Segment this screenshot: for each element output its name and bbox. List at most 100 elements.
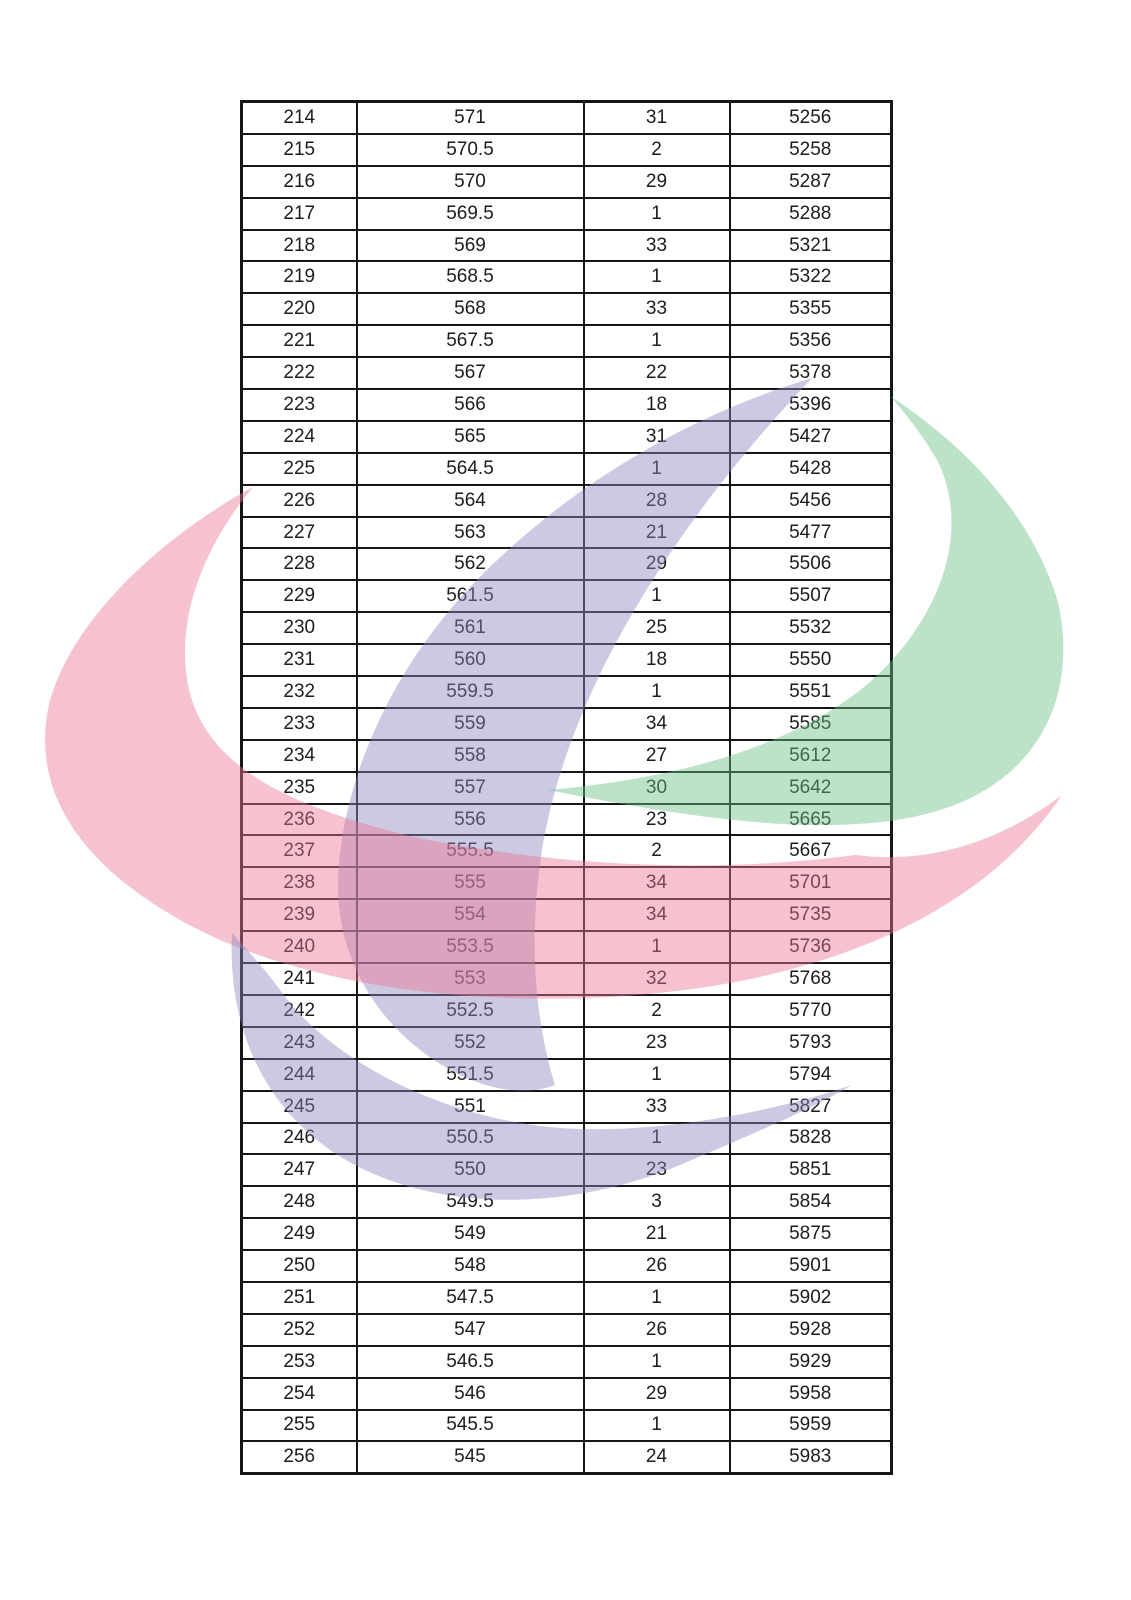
cell-count: 1: [582, 579, 731, 614]
cell-serial: 246: [240, 1121, 358, 1156]
cell-count: 18: [582, 643, 731, 678]
cell-serial: 219: [240, 260, 358, 295]
cell-score: 568.5: [355, 260, 585, 295]
cell-count: 29: [582, 164, 731, 199]
cell-count: 30: [582, 770, 731, 805]
cell-serial: 253: [240, 1344, 358, 1379]
cell-count: 32: [582, 962, 731, 996]
cell-score: 553: [355, 962, 585, 996]
table-row: 218 569 33 5321: [240, 228, 893, 263]
cell-count: 2: [582, 132, 731, 167]
cell-score: 552.5: [355, 993, 585, 1028]
table-row: 228 562 29 5506: [240, 547, 893, 582]
cell-cumulative: 5355: [728, 292, 893, 327]
cell-count: 2: [582, 993, 731, 1028]
cell-count: 31: [582, 100, 731, 135]
cell-serial: 241: [240, 962, 358, 996]
cell-cumulative: 5642: [728, 770, 893, 805]
table-row: 233 559 34 5585: [240, 706, 893, 741]
cell-cumulative: 5477: [728, 515, 893, 550]
cell-serial: 215: [240, 132, 358, 167]
cell-score: 550.5: [355, 1121, 585, 1156]
cell-count: 23: [582, 802, 731, 837]
table-row: 240 553.5 1 5736: [240, 930, 893, 965]
table-row: 239 554 34 5735: [240, 898, 893, 933]
cell-serial: 254: [240, 1376, 358, 1411]
cell-cumulative: 5287: [728, 164, 893, 199]
table-row: 247 550 23 5851: [240, 1153, 893, 1188]
cell-count: 33: [582, 292, 731, 327]
cell-serial: 256: [240, 1440, 358, 1475]
cell-count: 31: [582, 419, 731, 454]
table-row: 236 556 23 5665: [240, 802, 893, 837]
cell-cumulative: 5827: [728, 1089, 893, 1124]
table-row: 254 546 29 5958: [240, 1376, 893, 1411]
cell-count: 29: [582, 547, 731, 582]
cell-count: 26: [582, 1312, 731, 1347]
table-row: 227 563 21 5477: [240, 515, 893, 550]
cell-score: 566: [355, 388, 585, 422]
cell-count: 21: [582, 515, 731, 550]
cell-score: 552: [355, 1025, 585, 1060]
cell-score: 546.5: [355, 1344, 585, 1379]
cell-serial: 220: [240, 292, 358, 327]
table-row: 225 564.5 1 5428: [240, 451, 893, 486]
table-row: 252 547 26 5928: [240, 1312, 893, 1347]
cell-score: 546: [355, 1376, 585, 1411]
cell-serial: 237: [240, 834, 358, 869]
cell-serial: 222: [240, 356, 358, 391]
table-row: 241 553 32 5768: [240, 962, 893, 996]
cell-score: 568: [355, 292, 585, 327]
cell-score: 550: [355, 1153, 585, 1188]
cell-score: 560: [355, 643, 585, 678]
cell-count: 24: [582, 1440, 731, 1475]
cell-count: 2: [582, 834, 731, 869]
cell-count: 28: [582, 483, 731, 518]
cell-serial: 216: [240, 164, 358, 199]
table-row: 234 558 27 5612: [240, 738, 893, 773]
cell-cumulative: 5667: [728, 834, 893, 869]
cell-serial: 245: [240, 1089, 358, 1124]
cell-score: 554: [355, 898, 585, 933]
cell-serial: 250: [240, 1249, 358, 1283]
table-row: 249 549 21 5875: [240, 1217, 893, 1252]
cell-score: 553.5: [355, 930, 585, 965]
cell-serial: 232: [240, 675, 358, 709]
cell-score: 547.5: [355, 1280, 585, 1315]
cell-score: 565: [355, 419, 585, 454]
cell-serial: 239: [240, 898, 358, 933]
cell-cumulative: 5959: [728, 1408, 893, 1443]
cell-count: 1: [582, 324, 731, 359]
cell-serial: 244: [240, 1057, 358, 1092]
cell-cumulative: 5256: [728, 100, 893, 135]
cell-serial: 249: [240, 1217, 358, 1252]
cell-cumulative: 5551: [728, 675, 893, 709]
cell-cumulative: 5506: [728, 547, 893, 582]
cell-serial: 233: [240, 706, 358, 741]
cell-cumulative: 5851: [728, 1153, 893, 1188]
table-row: 256 545 24 5983: [240, 1440, 893, 1475]
cell-cumulative: 5427: [728, 419, 893, 454]
cell-cumulative: 5902: [728, 1280, 893, 1315]
cell-cumulative: 5612: [728, 738, 893, 773]
cell-score: 549.5: [355, 1185, 585, 1220]
cell-count: 1: [582, 1408, 731, 1443]
cell-score: 558: [355, 738, 585, 773]
table-row: 219 568.5 1 5322: [240, 260, 893, 295]
table-row: 232 559.5 1 5551: [240, 675, 893, 709]
cell-score: 548: [355, 1249, 585, 1283]
cell-score: 559.5: [355, 675, 585, 709]
cell-score: 562: [355, 547, 585, 582]
cell-cumulative: 5507: [728, 579, 893, 614]
cell-serial: 218: [240, 228, 358, 263]
table-row: 216 570 29 5287: [240, 164, 893, 199]
cell-count: 3: [582, 1185, 731, 1220]
cell-count: 26: [582, 1249, 731, 1283]
cell-serial: 255: [240, 1408, 358, 1443]
cell-cumulative: 5665: [728, 802, 893, 837]
cell-cumulative: 5768: [728, 962, 893, 996]
cell-serial: 238: [240, 866, 358, 901]
cell-score: 561: [355, 611, 585, 646]
cell-cumulative: 5929: [728, 1344, 893, 1379]
